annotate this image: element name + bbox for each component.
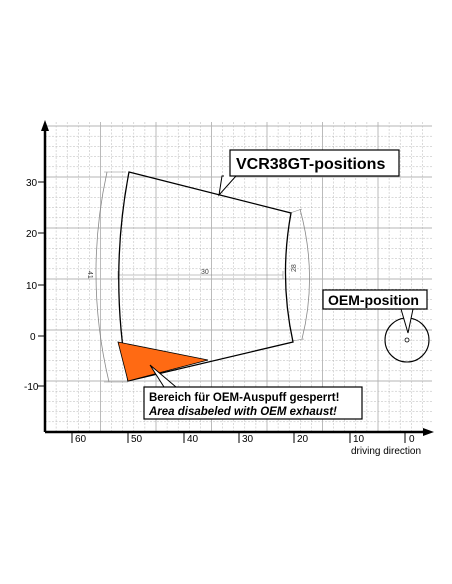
x-tick-label: 20	[297, 434, 309, 445]
x-tick-label: 30	[242, 434, 254, 445]
y-tick-label: 0	[30, 332, 36, 343]
dimension-extension	[291, 338, 305, 342]
x-tick-label: 10	[353, 434, 365, 445]
vcr-callout-box	[229, 149, 400, 177]
right-arc-dimension	[299, 208, 310, 340]
right-arc-dimension-label: 28	[291, 264, 298, 272]
oem-position-point	[404, 337, 410, 343]
driving-direction-caption: driving direction	[351, 446, 421, 457]
background-grid	[44, 122, 432, 433]
y-axis-arrow-icon	[41, 120, 49, 131]
x-tick-label: 50	[131, 434, 143, 445]
warning-german: Bereich für OEM-Auspuff gesperrt!	[149, 392, 339, 404]
x-tick-label: 60	[75, 434, 87, 445]
warning-english: Area disabeled with OEM exhaust!	[148, 406, 337, 418]
left-arc-dimension-label: 41	[86, 271, 93, 279]
left-arc-dimension	[95, 171, 110, 383]
oem-callout-box	[322, 289, 428, 310]
x-ticks: 60 50 40 30 20 10 0 driving direction	[71, 432, 421, 457]
axes	[41, 120, 434, 436]
y-tick-label: 30	[26, 178, 38, 189]
y-tick-label: 10	[26, 281, 38, 292]
warning-callout-box	[143, 386, 363, 420]
vcr-title: VCR38GT-positions	[236, 156, 385, 173]
y-tick-label: -10	[24, 382, 39, 393]
dimension-lines: 30 41 28	[86, 171, 310, 383]
vcr-callout: VCR38GT-positions	[229, 149, 400, 177]
x-axis-arrow-icon	[423, 428, 434, 436]
oem-title: OEM-position	[328, 292, 419, 308]
dimension-extension	[289, 208, 303, 214]
warning-callout: Bereich für OEM-Auspuff gesperrt! Area d…	[143, 386, 363, 420]
y-tick-label: 20	[26, 229, 38, 240]
disabled-area	[117, 341, 209, 382]
oem-callout: OEM-position	[322, 289, 428, 310]
x-tick-label: 40	[187, 434, 199, 445]
width-dimension-label: 30	[201, 269, 209, 276]
x-tick-label: 0	[409, 434, 415, 445]
y-ticks: 30 20 10 0 -10	[24, 178, 45, 393]
